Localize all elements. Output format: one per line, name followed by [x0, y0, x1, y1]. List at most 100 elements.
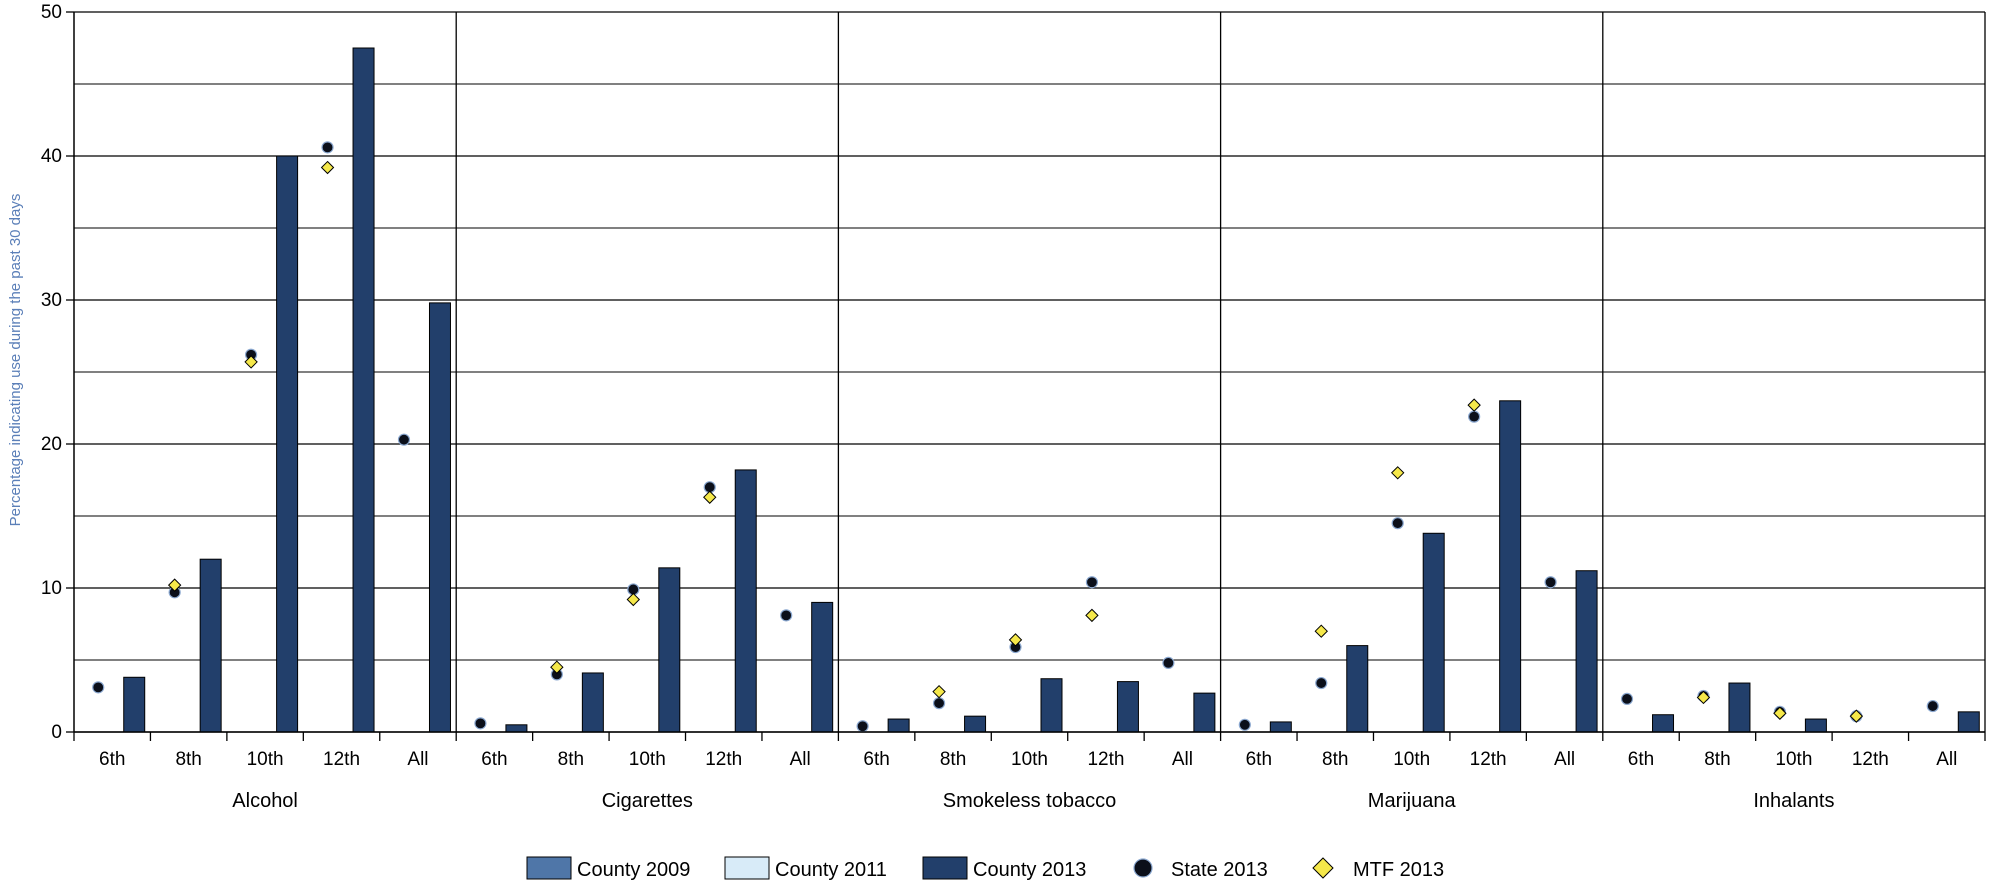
bar-county-2013	[1652, 714, 1675, 733]
point-state-2013	[1162, 656, 1175, 669]
bar-county-2013	[1575, 570, 1598, 733]
x-tick-label: 6th	[99, 749, 125, 770]
point-state-2013	[474, 717, 487, 730]
point-mtf-2013	[244, 355, 258, 369]
point-mtf-2013	[550, 660, 564, 674]
markers-layer	[92, 141, 1939, 733]
x-tick-label: All	[1172, 749, 1193, 770]
x-tick-label: 12th	[323, 749, 360, 770]
point-state-2013	[932, 697, 946, 710]
x-tick-label: 12th	[705, 749, 742, 770]
legend-swatch	[1133, 858, 1153, 878]
bar-county-2013	[658, 567, 681, 733]
point-mtf-2013	[1773, 706, 1787, 720]
point-mtf-2013	[1467, 398, 1481, 412]
y-tick-label: 40	[41, 146, 62, 167]
x-tick-label: 8th	[1704, 749, 1730, 770]
point-mtf-2013	[167, 578, 182, 592]
legend-label: State 2013	[1171, 859, 1268, 881]
x-tick-label: All	[790, 749, 811, 770]
point-state-2013	[397, 433, 411, 446]
bar-county-2013	[276, 155, 299, 733]
bar-county-2013	[1269, 721, 1292, 733]
bar-county-2013	[581, 672, 604, 733]
point-mtf-2013	[703, 490, 717, 504]
point-mtf-2013	[626, 592, 641, 607]
x-tick-label: 12th	[1852, 749, 1889, 770]
y-tick-label: 30	[41, 290, 62, 311]
legend-label: County 2013	[973, 859, 1086, 881]
point-state-2013	[1544, 576, 1557, 589]
bar-county-2013	[1957, 711, 1980, 733]
x-group-label: Inhalants	[1753, 790, 1834, 812]
point-state-2013	[1926, 699, 1939, 713]
legend-swatch	[922, 856, 968, 880]
point-state-2013	[1085, 576, 1099, 589]
y-tick-label: 0	[51, 722, 62, 743]
x-group-label: Alcohol	[232, 790, 298, 812]
point-state-2013	[1468, 410, 1481, 423]
x-tick-label: 10th	[1011, 749, 1048, 770]
bar-county-2013	[505, 724, 528, 733]
axes-layer: 0 10 20 30 40 50 6th 8th 10th 12th All Alcohol 6th 8t…	[41, 2, 1986, 812]
legend-item-mtf-2013: MTF 2013	[1312, 857, 1444, 881]
bar-county-2013	[1804, 718, 1827, 733]
bar-county-2013	[1728, 682, 1751, 733]
x-tick-label: 8th	[1322, 749, 1348, 770]
point-state-2013	[1620, 692, 1634, 705]
point-state-2013	[856, 720, 869, 733]
point-state-2013	[1238, 718, 1251, 731]
point-state-2013	[92, 681, 105, 694]
point-mtf-2013	[320, 160, 335, 175]
point-state-2013	[780, 609, 793, 622]
y-tick-label: 50	[41, 2, 62, 23]
legend-item-state-2013: State 2013	[1133, 858, 1268, 881]
point-state-2013	[1315, 676, 1328, 690]
x-tick-label: 10th	[247, 749, 284, 770]
x-tick-label: 8th	[175, 749, 201, 770]
bar-county-2013	[123, 676, 146, 733]
legend-swatch	[724, 856, 770, 880]
y-tick-label: 10	[41, 578, 62, 599]
bars-layer	[123, 47, 1980, 733]
y-axis-label: Percentage indicating use during the pas…	[7, 194, 24, 527]
bar-county-2013	[811, 601, 834, 733]
x-tick-label: All	[1936, 749, 1957, 770]
bar-county-2013	[428, 302, 451, 733]
bar-county-2013	[964, 715, 987, 733]
x-tick-label: 8th	[940, 749, 966, 770]
bar-county-2013	[734, 469, 757, 733]
x-group-label: Smokeless tobacco	[943, 790, 1116, 812]
legend: County 2009 County 2011 County 2013 State 2…	[526, 856, 1444, 881]
legend-swatch	[1312, 857, 1334, 879]
legend-item-county-2013: County 2013	[922, 856, 1086, 881]
x-group-label: Cigarettes	[602, 790, 693, 812]
point-mtf-2013	[932, 684, 946, 699]
point-mtf-2013	[1314, 624, 1328, 638]
labels-layer: Percentage indicating use during the pas…	[7, 194, 24, 527]
x-tick-label: 6th	[1246, 749, 1272, 770]
point-mtf-2013	[1008, 633, 1023, 647]
point-mtf-2013	[1849, 709, 1864, 723]
x-tick-label: 8th	[558, 749, 584, 770]
point-mtf-2013	[1085, 608, 1099, 623]
x-tick-label: All	[1554, 749, 1575, 770]
point-state-2013	[321, 141, 334, 154]
bar-county-2013	[1499, 400, 1522, 733]
point-state-2013	[1391, 517, 1404, 530]
bar-county-2013	[1040, 678, 1063, 733]
x-tick-label: 12th	[1470, 749, 1507, 770]
bar-county-2013	[199, 558, 222, 733]
legend-label: County 2011	[775, 859, 887, 881]
x-tick-label: 6th	[1628, 749, 1654, 770]
bar-county-2013	[887, 718, 910, 733]
x-tick-label: 12th	[1087, 749, 1124, 770]
bar-county-2013	[1193, 692, 1216, 733]
bar-county-2013	[1116, 681, 1139, 733]
x-tick-label: All	[407, 749, 428, 770]
x-tick-label: 10th	[1393, 749, 1430, 770]
x-group-label: Marijuana	[1368, 790, 1457, 812]
x-tick-label: 6th	[481, 749, 507, 770]
legend-item-county-2011: County 2011	[724, 856, 887, 881]
